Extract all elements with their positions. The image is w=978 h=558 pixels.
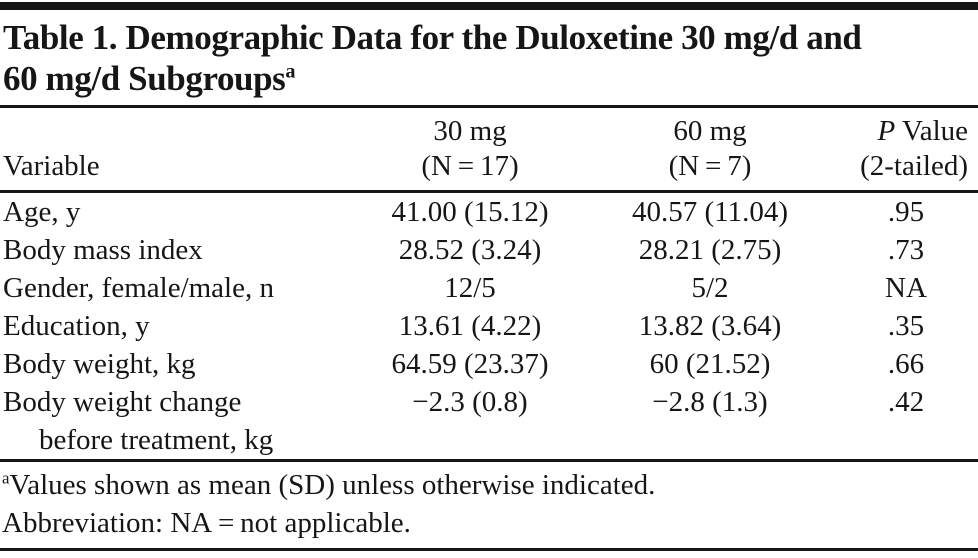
footnote-marker-a: a — [2, 468, 10, 488]
table-top-rule — [0, 2, 978, 10]
row-variable: Body weight change before treatment, kg — [0, 383, 340, 459]
pvalue-italic-p: P — [877, 115, 896, 147]
row-60mg-value: 28.21 (2.75) — [638, 234, 782, 266]
row-60mg-value: 40.57 (11.04) — [632, 196, 788, 228]
footnote-values-text: Values shown as mean (SD) unless otherwi… — [9, 469, 656, 501]
row-pvalue: NA — [885, 272, 927, 304]
row-pvalue: .42 — [887, 386, 925, 418]
row-variable: Gender, female/male, n — [3, 272, 274, 304]
footnote-values: aValues shown as mean (SD) unless otherw… — [2, 466, 976, 504]
table-row-body-weight: Body weight, kg 64.59 (23.37) 60 (21.52)… — [0, 345, 978, 383]
table-body: Age, y 41.00 (15.12) 40.57 (11.04) .95 B… — [0, 192, 978, 460]
row-variable-line2: before treatment, kg — [39, 424, 274, 456]
row-pvalue: .95 — [887, 196, 925, 228]
table-footnotes: aValues shown as mean (SD) unless otherw… — [0, 459, 978, 551]
row-60mg-value: 60 (21.52) — [649, 348, 771, 380]
demographics-table: Variable 30 mg (N = 17) 60 mg (N = 7) P … — [0, 108, 978, 459]
column-header-30mg: 30 mg (N = 17) — [340, 108, 600, 193]
column-header-pvalue-tails: (2-tailed) — [860, 150, 968, 182]
row-pvalue: .35 — [887, 310, 925, 342]
table-title: Table 1. Demographic Data for the Duloxe… — [0, 10, 978, 108]
row-variable: Education, y — [3, 310, 150, 342]
footnote-abbreviation: Abbreviation: NA = not applicable. — [2, 507, 411, 539]
row-30mg-value: 41.00 (15.12) — [391, 196, 549, 228]
header-row: Variable 30 mg (N = 17) 60 mg (N = 7) P … — [0, 108, 978, 193]
row-variable: Body mass index — [3, 234, 203, 266]
table-row-body-weight-change: Body weight change before treatment, kg … — [0, 383, 978, 459]
column-header-pvalue-label: P Value — [820, 114, 968, 149]
table-row-education: Education, y 13.61 (4.22) 13.82 (3.64) .… — [0, 307, 978, 345]
table-title-line1: Table 1. Demographic Data for the Duloxe… — [3, 18, 862, 57]
column-header-variable: Variable — [0, 108, 340, 193]
table-row-bmi: Body mass index 28.52 (3.24) 28.21 (2.75… — [0, 231, 978, 269]
row-30mg-value: 13.61 (4.22) — [398, 310, 542, 342]
table-row-gender: Gender, female/male, n 12/5 5/2 NA — [0, 269, 978, 307]
row-variable: Body weight, kg — [3, 348, 196, 380]
row-30mg-value: 12/5 — [444, 272, 496, 304]
column-header-60mg-n: (N = 7) — [668, 150, 752, 182]
row-30mg-value: −2.3 (0.8) — [412, 386, 528, 418]
column-header-30mg-n: (N = 17) — [421, 150, 519, 182]
column-header-60mg: 60 mg (N = 7) — [600, 108, 820, 193]
row-pvalue: .66 — [887, 348, 925, 380]
column-header-pvalue: P Value (2-tailed) — [820, 108, 978, 193]
row-60mg-value: 13.82 (3.64) — [638, 310, 782, 342]
table-header: Variable 30 mg (N = 17) 60 mg (N = 7) P … — [0, 108, 978, 193]
row-60mg-value: 5/2 — [691, 272, 729, 304]
column-header-30mg-dose: 30 mg — [433, 115, 507, 147]
row-variable: Age, y — [3, 196, 81, 228]
row-30mg-value: 28.52 (3.24) — [398, 234, 542, 266]
pvalue-label-rest: Value — [901, 115, 968, 147]
row-60mg-value: −2.8 (1.3) — [652, 386, 768, 418]
table-row-age: Age, y 41.00 (15.12) 40.57 (11.04) .95 — [0, 192, 978, 232]
table-title-line2: 60 mg/d Subgroups — [3, 59, 286, 98]
row-30mg-value: 64.59 (23.37) — [391, 348, 549, 380]
row-variable-line1: Body weight change — [3, 386, 242, 418]
table-title-footnote-marker: a — [285, 60, 296, 83]
column-header-60mg-dose: 60 mg — [673, 115, 747, 147]
row-pvalue: .73 — [887, 234, 925, 266]
